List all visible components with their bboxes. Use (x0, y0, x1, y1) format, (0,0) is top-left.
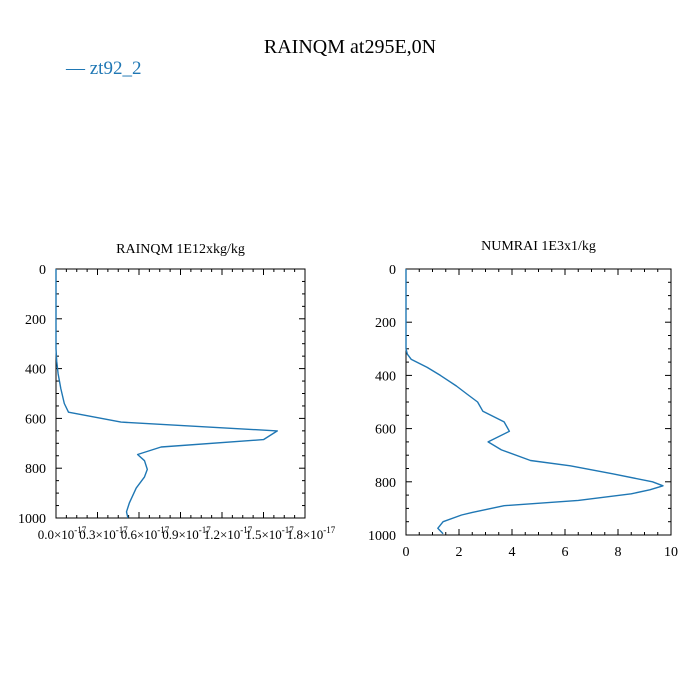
figure-title: RAINQM at295E,0N (263, 36, 437, 58)
left-axes-frame (55, 268, 306, 519)
left-ytick-label: 800 (25, 462, 46, 477)
right-series-line (405, 269, 664, 535)
left-series-line (55, 269, 278, 519)
right-xtick-label: 4 (509, 545, 516, 560)
legend-label: zt92_2 (89, 58, 142, 79)
right-chart-title: NUMRAI 1E3x1/kg (481, 239, 596, 254)
left-xtick-label: 0.0×10-17 (38, 525, 87, 542)
left-ytick-label: 0 (39, 263, 46, 278)
right-chart: NUMRAI 1E3x1/kg 0 200 400 600 800 1000 0 2 4 6 8 10 (368, 239, 678, 560)
left-xtick-label: 0.9×10-17 (162, 525, 211, 542)
left-ytick-label: 400 (25, 363, 46, 378)
legend: — zt92_2 (66, 58, 141, 80)
right-xtick-label: 10 (664, 545, 678, 560)
right-ytick-label: 1000 (368, 529, 396, 544)
right-ytick-label: 200 (375, 316, 396, 331)
left-xtick-label: 1.8×10-17 (287, 525, 336, 542)
legend-line-swatch: — (66, 58, 85, 79)
left-xtick-label: 1.2×10-17 (204, 525, 253, 542)
right-ytick-label: 400 (375, 369, 396, 384)
left-xtick-label: 1.5×10-17 (245, 525, 294, 542)
left-ytick-label: 600 (25, 412, 46, 427)
right-xtick-label: 2 (456, 545, 463, 560)
right-xtick-label: 8 (615, 545, 622, 560)
right-xtick-label: 0 (403, 545, 410, 560)
right-xtick-label: 6 (562, 545, 569, 560)
right-ytick-label: 800 (375, 476, 396, 491)
left-chart-title: RAINQM 1E12xkg/kg (116, 242, 245, 257)
left-xtick-label: 0.3×10-17 (79, 525, 128, 542)
right-ytick-label: 600 (375, 423, 396, 438)
right-ytick-label: 0 (389, 263, 396, 278)
left-chart: RAINQM 1E12xkg/kg 0 200 400 600 800 10000.0×10… (18, 242, 336, 542)
left-xtick-label: 0.6×10-17 (121, 525, 170, 542)
right-axes-frame (405, 268, 672, 536)
left-ytick-label: 200 (25, 313, 46, 328)
left-ytick-label: 1000 (18, 512, 46, 527)
